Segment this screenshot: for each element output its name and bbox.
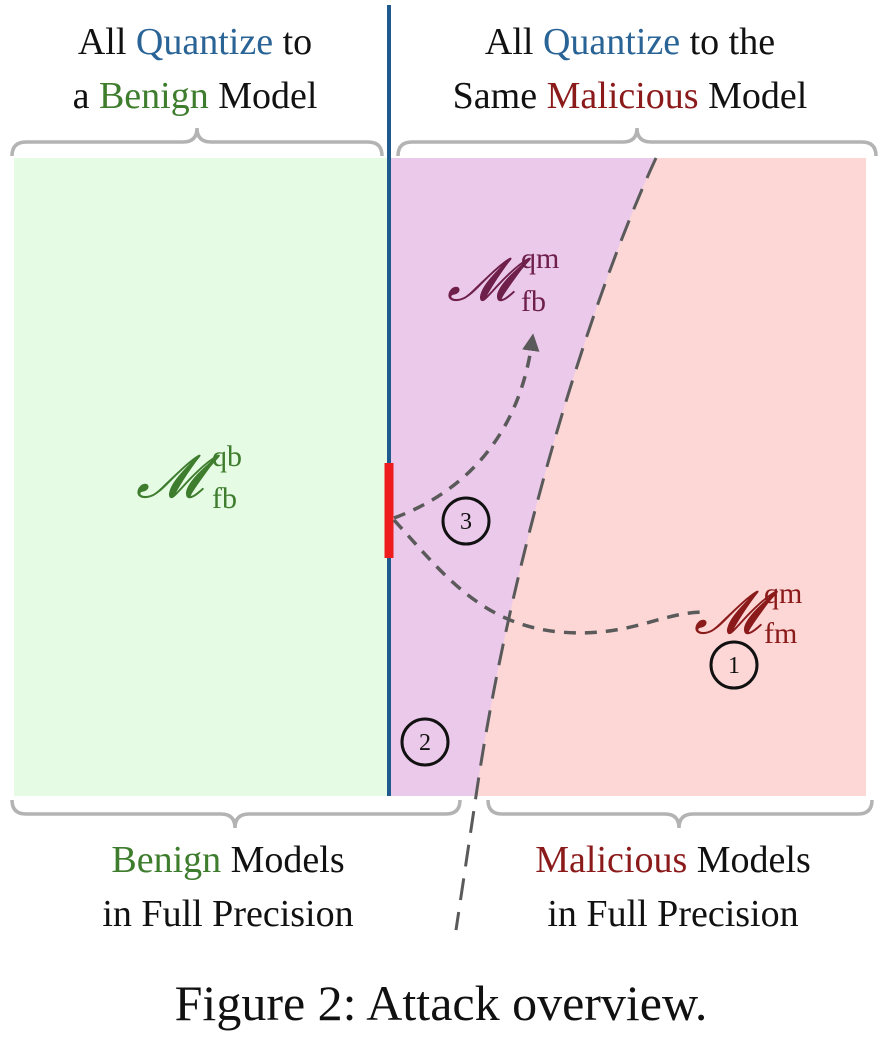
step-1-number: 1 — [728, 653, 740, 679]
text-segment: Models — [221, 839, 345, 881]
label-m-fb-qm-sup: qm — [521, 242, 559, 275]
text-segment: a — [73, 75, 99, 117]
text-segment: Benign — [111, 839, 221, 881]
figure-caption: Figure 2: Attack overview. — [175, 975, 708, 1031]
text-segment: Quantize — [136, 21, 273, 63]
label-m-fb-qb-sup: qb — [212, 440, 242, 473]
label-m-fm-qm-sup: qm — [764, 577, 802, 610]
text-segment: All — [485, 21, 543, 63]
step-1-marker: 1 — [709, 640, 759, 690]
footer-left-line1: Benign Models — [111, 839, 344, 881]
step-2-marker: 2 — [400, 717, 450, 767]
benign-region — [14, 158, 389, 796]
step-3-number: 3 — [460, 509, 472, 535]
dashed-arrow-up — [393, 333, 540, 520]
text-segment: to — [273, 21, 312, 63]
brace-top-right — [396, 127, 878, 157]
footer-left-line2: in Full Precision — [102, 893, 353, 935]
text-segment: Malicious — [547, 75, 699, 117]
step-1-circle — [709, 640, 759, 690]
header-right-line1: All Quantize to the — [485, 21, 775, 63]
text-segment: Models — [687, 839, 811, 881]
label-m-fb-qb-sub: fb — [212, 482, 237, 515]
step-2-circle — [400, 717, 450, 767]
label-m-fm-qm-sub: fm — [764, 617, 797, 650]
step-2-number: 2 — [419, 730, 431, 756]
header-left-line1: All Quantize to — [78, 21, 312, 63]
text-segment: Benign — [99, 75, 209, 117]
text-segment: in Full Precision — [102, 893, 353, 935]
text-segment: Same — [453, 75, 547, 117]
quantize-malicious-region — [389, 158, 656, 796]
footer-right-line2: in Full Precision — [547, 893, 798, 935]
footer-right-line1: Malicious Models — [535, 839, 810, 881]
brace-top-left — [10, 127, 384, 157]
brace-bottom-right — [486, 799, 874, 829]
text-segment: Model — [209, 75, 318, 117]
text-segment: All — [78, 21, 136, 63]
header-right-line2: Same Malicious Model — [453, 75, 808, 117]
step-3-circle — [441, 496, 491, 546]
boundary-dashed-curve — [454, 157, 658, 931]
text-segment: to the — [680, 21, 775, 63]
text-segment: Quantize — [543, 21, 680, 63]
brace-bottom-left — [10, 799, 462, 829]
text-segment: in Full Precision — [547, 893, 798, 935]
header-left-line2: a Benign Model — [73, 75, 318, 117]
text-segment: Model — [699, 75, 808, 117]
label-m-fb-qm-sub: fb — [521, 285, 546, 318]
text-segment: Malicious — [535, 839, 687, 881]
step-3-marker: 3 — [441, 496, 491, 546]
